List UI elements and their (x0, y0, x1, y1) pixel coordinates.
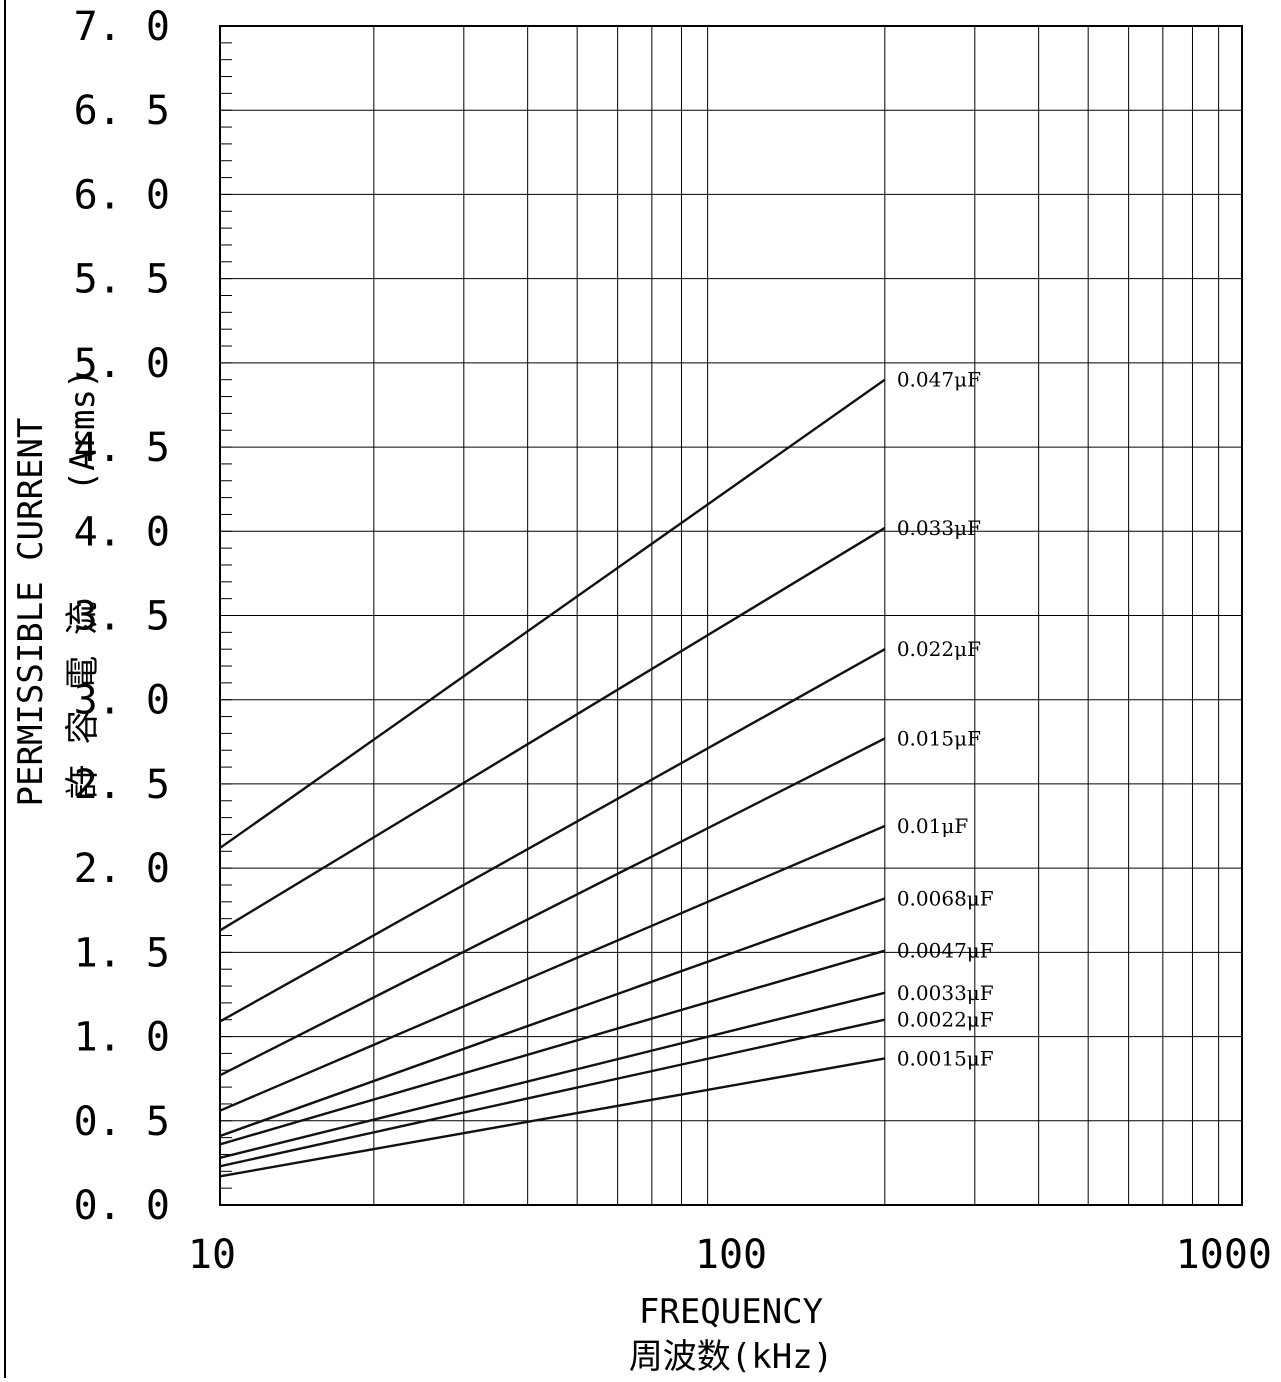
y-tick-label: 6. 0 (74, 172, 170, 218)
y-tick-label: 0. 0 (74, 1183, 170, 1229)
series-label: 0.0068μF (897, 886, 994, 910)
y-tick-label: 3. 0 (74, 678, 170, 724)
x-tick-labels: 10 100 1000 (188, 1232, 1272, 1278)
y-tick-label: 1. 5 (74, 930, 170, 976)
series-line (219, 648, 886, 1023)
series-line (219, 897, 886, 1138)
y-tick-label: 7. 0 (74, 4, 170, 50)
x-axis-title-ja: 周波数(kHz) (629, 1337, 833, 1377)
series-line (219, 1057, 886, 1178)
series-label: 0.01μF (897, 814, 969, 838)
series-label: 0.015μF (897, 726, 981, 750)
x-tick-label: 1000 (1176, 1232, 1272, 1278)
series-label: 0.0033μF (897, 981, 994, 1005)
y-tick-label: 4. 5 (74, 425, 170, 471)
series-labels: 0.047μF 0.033μF 0.022μF 0.015μF 0.01μF 0.0068… (897, 368, 994, 1071)
grid-major (220, 109, 1242, 1122)
series-label: 0.0015μF (897, 1046, 994, 1070)
y-tick-label: 3. 5 (74, 594, 170, 640)
series-label: 0.0022μF (897, 1008, 994, 1032)
y-tick-label: 5. 5 (74, 257, 170, 303)
series-line (219, 991, 886, 1160)
series-label: 0.047μF (897, 368, 981, 392)
y-tick-marks (220, 42, 232, 1206)
y-tick-label: 2. 0 (74, 846, 170, 892)
y-tick-label: 6. 5 (74, 88, 170, 134)
series-line (219, 824, 886, 1112)
series-line (219, 737, 886, 1077)
series-label: 0.022μF (897, 637, 981, 661)
y-tick-label: 1. 0 (74, 1015, 170, 1061)
y-axis-title-ja: 許 容 電 流 (63, 601, 103, 798)
x-axis-title-en: FREQUENCY (639, 1292, 823, 1332)
x-tick-label: 10 (188, 1232, 236, 1278)
series-lines (219, 378, 886, 1178)
y-tick-label: 5. 0 (74, 341, 170, 387)
y-tick-labels: 0. 0 0. 5 1. 0 1. 5 2. 0 2. 5 3. 0 3. 5 4. 0 4. 5… (74, 4, 170, 1229)
series-line (219, 949, 886, 1146)
series-line (219, 1018, 886, 1168)
x-tick-label: 100 (695, 1232, 767, 1278)
y-tick-label: 0. 5 (74, 1099, 170, 1145)
y-axis-title-en: PERMISSIBLE CURRENT (11, 418, 51, 807)
y-tick-label: 2. 5 (74, 762, 170, 808)
series-label: 0.033μF (897, 516, 981, 540)
series-line (219, 378, 886, 849)
series-line (219, 526, 886, 932)
y-axis-title-unit: (Arms) (63, 369, 103, 492)
series-label: 0.0047μF (897, 939, 994, 963)
y-tick-label: 4. 0 (74, 509, 170, 555)
